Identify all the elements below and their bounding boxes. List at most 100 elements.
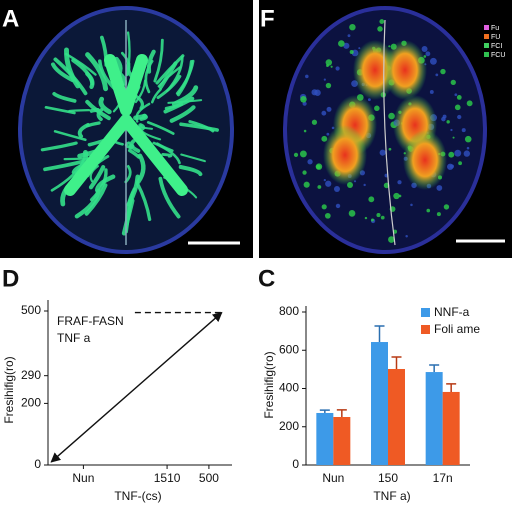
texture [96,108,104,122]
texture [383,40,427,100]
texture [52,91,77,103]
texture [348,210,356,217]
texture [421,46,428,52]
texture [464,135,472,143]
texture [136,153,146,184]
bar [333,416,351,465]
texture [343,42,350,49]
y-tick-label: 0 [34,457,41,471]
texture [84,183,108,216]
texture [436,212,441,217]
texture [135,181,152,222]
error-bar [429,364,440,373]
panel-label: C [258,265,275,292]
texture [323,178,326,182]
texture [410,203,413,207]
texture [466,100,473,107]
texture [74,188,101,219]
line [50,311,223,463]
bar [371,342,388,465]
bar [425,372,443,465]
legend-label: Foli ame [434,322,480,336]
x-axis-label: TNF a) [373,489,410,503]
texture [299,150,307,158]
legend-label: FU [491,34,500,41]
texture [380,215,385,220]
texture [124,164,132,184]
legend-swatch [421,325,430,334]
texture [144,59,154,94]
texture [321,135,328,142]
bar [388,368,405,465]
texture [458,161,463,166]
texture [302,101,307,106]
texture [71,162,86,174]
texture [321,204,327,210]
texture [146,49,156,74]
texture [388,147,392,151]
texture [89,108,100,113]
texture [176,59,194,97]
texture [161,152,173,158]
texture [68,108,91,113]
panel-label: F [260,5,275,32]
texture [85,52,109,92]
y-tick-label: 200 [21,396,41,410]
texture [53,57,88,96]
texture [321,110,327,116]
texture [349,49,354,55]
y-tick-label: 290 [21,368,41,382]
texture [53,130,87,142]
texture [376,213,381,218]
error-bar [374,325,385,343]
texture [363,183,366,187]
y-tick-label: 0 [292,457,299,471]
texture [383,19,396,246]
texture [435,73,439,77]
texture [446,120,450,124]
texture [152,141,181,165]
y-tick-label: 600 [279,342,299,356]
texture [463,150,471,157]
texture [163,96,195,114]
x-tick-label: 500 [199,471,219,485]
y-axis-label: Fresihifig(ro) [2,356,16,423]
texture [368,196,375,203]
error-bar [391,356,402,369]
legend-label: Fu [491,25,499,32]
y-tick-label: 800 [279,304,299,318]
bar [316,412,334,465]
annotation: TNF a [57,331,91,345]
texture [377,26,383,32]
texture [325,82,332,89]
texture [448,151,455,158]
texture [303,181,310,188]
panel-label: D [2,265,19,292]
legend-swatch [484,43,489,48]
texture [429,90,434,94]
texture [43,159,85,172]
error-bar [336,409,347,417]
y-axis-label: Fresihifig(ro) [262,351,276,418]
texture [155,54,185,85]
texture [315,163,323,170]
texture [379,19,385,25]
x-tick-label: Nun [322,471,344,485]
texture [179,122,219,132]
texture [323,125,367,185]
texture [121,198,135,236]
texture [429,57,437,65]
texture [303,129,307,133]
texture [330,65,333,68]
texture [134,94,144,110]
legend-label: FCI [491,43,502,50]
texture [153,38,164,83]
texture [188,120,215,133]
texture [452,136,455,139]
texture [311,119,318,125]
x-tick-label: 1510 [154,471,181,485]
texture [40,141,78,152]
legend-label: NNF-a [434,305,470,319]
texture [65,52,97,76]
